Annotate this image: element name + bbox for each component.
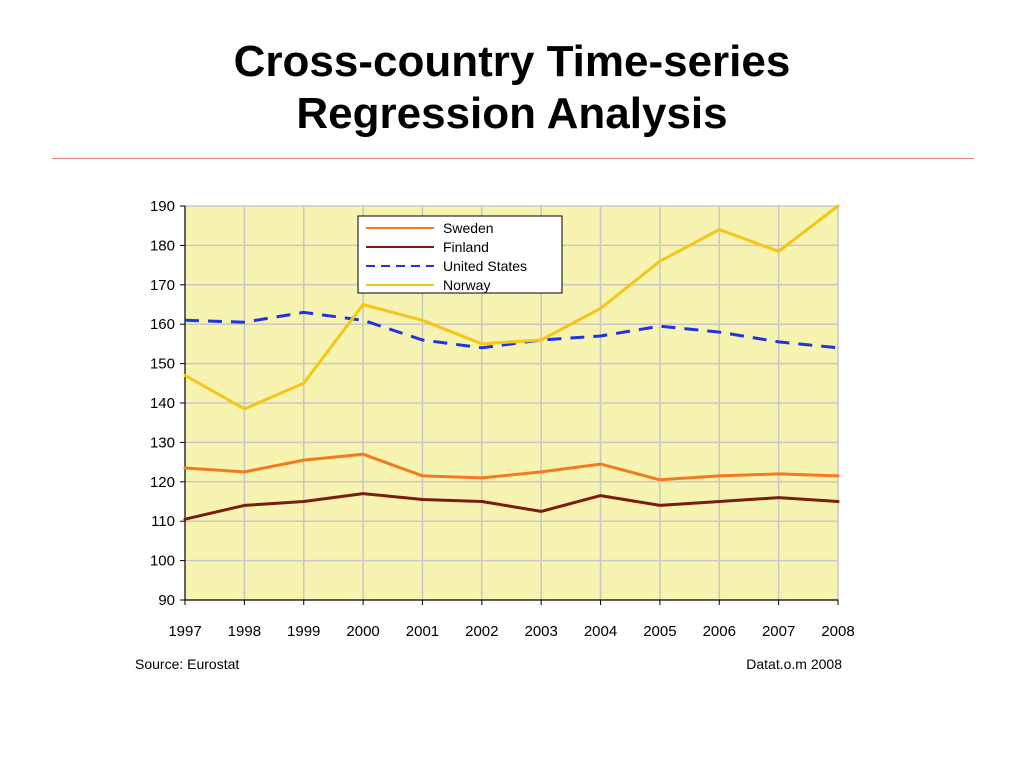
title-line-2: Regression Analysis	[296, 89, 728, 138]
x-tick-label: 2003	[524, 623, 557, 640]
x-tick-label: 2006	[703, 623, 736, 640]
x-tick-label: 2008	[821, 623, 854, 640]
x-tick-label: 2000	[346, 623, 379, 640]
y-tick-label: 100	[150, 553, 175, 570]
legend-label-finland: Finland	[443, 239, 489, 255]
x-tick-label: 2004	[584, 623, 617, 640]
y-tick-label: 90	[158, 592, 175, 609]
legend-label-norway: Norway	[443, 277, 490, 293]
y-tick-label: 170	[150, 277, 175, 294]
credit-note: Datat.o.m 2008	[746, 656, 842, 672]
y-tick-label: 120	[150, 474, 175, 491]
page-title: Cross-country Time-series Regression Ana…	[0, 36, 1024, 140]
x-tick-label: 2001	[406, 623, 439, 640]
legend-label-united-states: United States	[443, 258, 527, 274]
series-lines	[183, 204, 840, 521]
series-line-norway	[183, 204, 840, 411]
legend-label-sweden: Sweden	[443, 220, 494, 236]
x-tick-label: 1999	[287, 623, 320, 640]
y-tick-label: 150	[150, 356, 175, 373]
x-tick-label: 2007	[762, 623, 795, 640]
x-tick-label: 2005	[643, 623, 676, 640]
x-tick-label: 1997	[168, 623, 201, 640]
x-tick-label: 2002	[465, 623, 498, 640]
y-tick-label: 110	[151, 513, 175, 530]
axes: 90 100 110 120 130 140 150 160 170 180 190 1997 1998…	[150, 198, 855, 640]
x-tick-label: 1998	[228, 623, 261, 640]
y-tick-label: 140	[150, 395, 175, 412]
y-tick-label: 160	[150, 316, 175, 333]
y-tick-label: 130	[150, 434, 175, 451]
title-divider	[52, 158, 974, 159]
source-note: Source: Eurostat	[135, 656, 239, 672]
y-tick-label: 190	[150, 198, 175, 215]
series-line-united-states	[184, 310, 839, 350]
series-line-finland	[183, 492, 840, 521]
legend: Sweden Finland United States Norway	[357, 215, 563, 294]
y-tick-label: 180	[150, 237, 175, 254]
title-line-1: Cross-country Time-series	[233, 37, 791, 86]
series-line-sweden	[183, 452, 840, 482]
